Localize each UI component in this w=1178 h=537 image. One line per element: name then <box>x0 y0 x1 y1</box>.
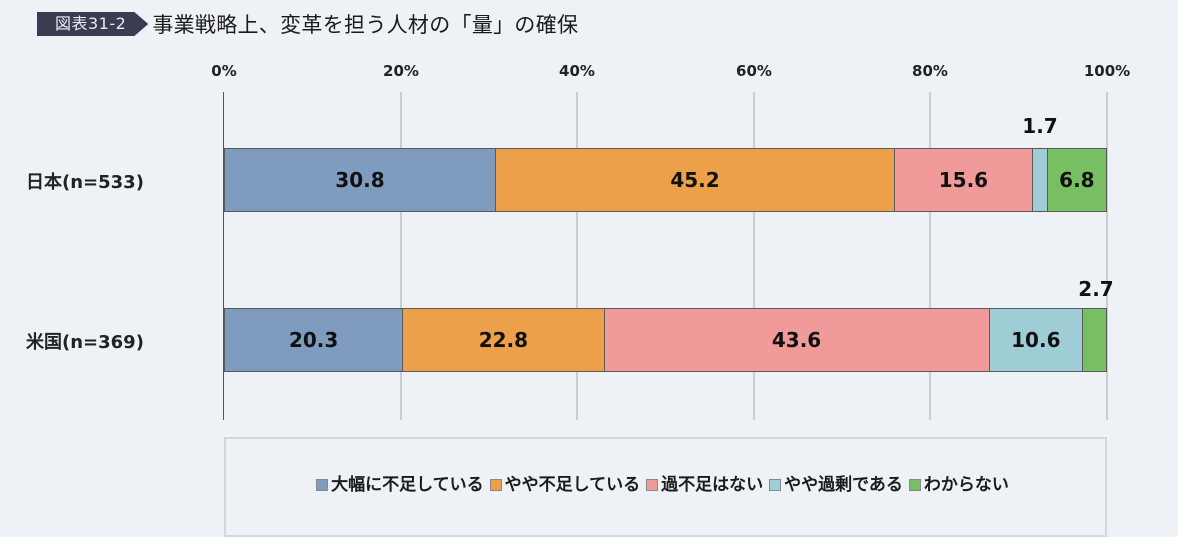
gridline-80 <box>929 92 931 420</box>
legend-label: やや過剰である <box>784 474 903 495</box>
category-label-us: 米国(n=369) <box>26 332 144 353</box>
value-label: 22.8 <box>478 328 529 352</box>
x-tick-20: 20% <box>383 62 419 80</box>
legend-swatch-icon <box>769 478 782 491</box>
figure-tag: 図表31-2 <box>37 12 148 36</box>
value-label: 30.8 <box>335 168 385 192</box>
gridline-40 <box>576 92 578 420</box>
bar-us: 20.3 22.8 43.6 10.6 <box>224 308 1107 372</box>
value-label: 6.8 <box>1059 168 1095 192</box>
value-label: 45.2 <box>670 168 720 192</box>
segment-somewhat-short: 45.2 <box>495 148 896 212</box>
gridline-60 <box>753 92 755 420</box>
x-tick-80: 80% <box>912 62 948 80</box>
gridline-100 <box>1106 92 1108 420</box>
segment-severely-short: 30.8 <box>224 148 496 212</box>
legend-item: わからない <box>908 470 1009 495</box>
legend-label: やや不足している <box>504 474 641 495</box>
legend-swatch-icon <box>908 478 921 491</box>
value-label: 20.3 <box>288 328 339 352</box>
chart-header: 図表31-2 事業戦略上、変革を担う人材の「量」の確保 <box>37 11 578 37</box>
legend-label: 過不足はない <box>661 474 764 495</box>
legend-label: わからない <box>923 474 1009 495</box>
legend-swatch-icon <box>316 478 329 491</box>
x-tick-40: 40% <box>559 62 595 80</box>
value-label-japan-excess: 1.7 <box>1022 114 1058 138</box>
category-label-japan: 日本(n=533) <box>26 172 144 193</box>
legend-item: 大幅に不足している <box>316 470 484 495</box>
segment-unknown: 6.8 <box>1047 148 1107 212</box>
segment-severely-short: 20.3 <box>224 308 404 372</box>
segment-somewhat-short: 22.8 <box>403 308 605 372</box>
value-label: 15.6 <box>938 168 989 192</box>
value-label: 10.6 <box>1011 328 1061 352</box>
legend-item: 過不足はない <box>646 470 763 495</box>
y-axis-line <box>223 92 224 420</box>
segment-adequate: 43.6 <box>604 308 990 372</box>
segment-somewhat-excess <box>1032 148 1048 212</box>
legend-swatch-icon <box>646 478 659 491</box>
legend-item: やや不足している <box>489 470 641 495</box>
value-label-us-unknown: 2.7 <box>1078 277 1114 301</box>
segment-adequate: 15.6 <box>895 148 1033 212</box>
x-tick-60: 60% <box>736 62 772 80</box>
x-tick-100: 100% <box>1083 62 1131 80</box>
legend-item: やや過剰である <box>769 470 903 495</box>
bar-japan: 30.8 45.2 15.6 6.8 <box>224 148 1107 212</box>
chart-title: 事業戦略上、変革を担う人材の「量」の確保 <box>152 13 579 37</box>
value-label: 43.6 <box>771 328 822 352</box>
legend-swatch-icon <box>489 478 502 491</box>
segment-unknown <box>1083 308 1107 372</box>
legend: 大幅に不足している やや不足している 過不足はない やや過剰である わからない <box>224 437 1107 537</box>
x-tick-0: 0% <box>211 62 237 80</box>
legend-label: 大幅に不足している <box>331 474 484 495</box>
gridline-20 <box>400 92 402 420</box>
segment-somewhat-excess: 10.6 <box>989 308 1084 372</box>
